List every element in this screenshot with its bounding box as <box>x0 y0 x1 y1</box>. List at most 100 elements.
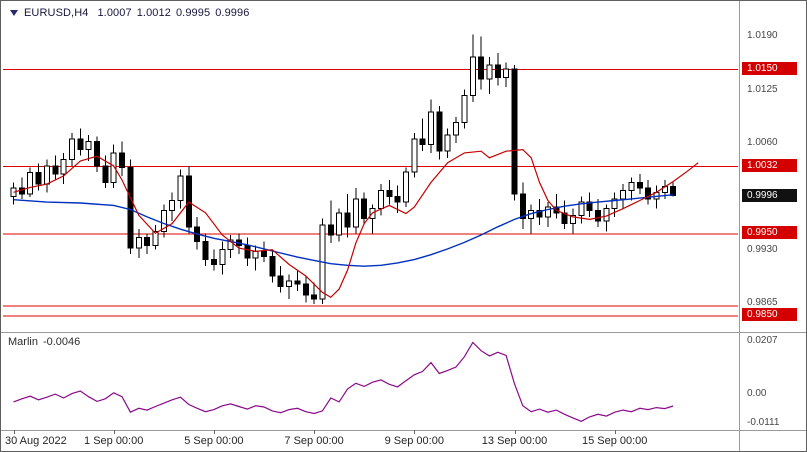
candle-body <box>586 201 593 211</box>
candle-body <box>219 249 226 266</box>
candle-body <box>361 198 368 220</box>
candle-body <box>628 181 635 192</box>
indicator-name: Marlin <box>8 336 38 348</box>
candle-body <box>444 134 451 152</box>
candle-body <box>202 241 209 261</box>
candle-body <box>160 209 167 233</box>
candle-body <box>377 190 384 210</box>
time-tick <box>314 430 316 434</box>
time-label: 13 Sep 00:00 <box>481 435 548 447</box>
candle-body <box>419 138 426 146</box>
indicator-value: -0.0046 <box>42 336 81 348</box>
candle-body <box>302 283 309 296</box>
chart-header: EURUSD,H4 1.0007 1.0012 0.9995 0.9996 <box>10 7 254 19</box>
ohlc-low: 0.9995 <box>175 7 211 19</box>
price-tick-label: 1.0060 <box>747 137 778 149</box>
candle-body <box>636 181 643 189</box>
time-tick <box>614 430 616 434</box>
time-axis[interactable]: 30 Aug 2022 1 Sep 00:00 5 Sep 00:00 7 Sep 0… <box>1 430 739 451</box>
candle-body <box>645 187 652 200</box>
candle-body <box>436 111 443 152</box>
price-axis-divider <box>739 1 740 451</box>
candle-body <box>77 138 84 151</box>
price-tick-label: 0.9930 <box>747 243 778 255</box>
candle-body <box>177 175 184 201</box>
candle-body <box>544 206 551 218</box>
indicator-tick-label: 0.0207 <box>747 334 778 346</box>
candle-body <box>486 64 493 80</box>
symbol-marker-icon <box>10 10 18 16</box>
candle-body <box>68 138 75 160</box>
time-label: 7 Sep 00:00 <box>284 435 344 447</box>
candle-body <box>394 195 401 203</box>
candle-body <box>536 209 543 218</box>
candle-body <box>35 172 42 185</box>
candle-body <box>144 236 151 247</box>
indicator-tick-label: -0.0111 <box>747 416 780 428</box>
candle-body <box>428 111 434 146</box>
candle-body <box>244 245 251 259</box>
time-tick <box>514 430 516 434</box>
current-price-badge: 0.9996 <box>742 188 797 202</box>
candle-body <box>152 231 159 247</box>
candle-body <box>277 275 284 288</box>
time-label: 30 Aug 2022 <box>5 435 67 447</box>
ohlc-open: 1.0007 <box>97 7 132 19</box>
time-label: 5 Sep 00:00 <box>184 435 244 447</box>
price-axis[interactable]: 1.0190 1.0125 1.0060 0.9930 0.9865 1.0150 1.00… <box>739 1 806 451</box>
candle-body <box>27 172 34 195</box>
candle-body <box>185 175 192 228</box>
time-label: 15 Sep 00:00 <box>581 435 648 447</box>
candle-body <box>261 250 267 257</box>
candle-body <box>294 280 301 285</box>
time-label: 1 Sep 00:00 <box>84 435 144 447</box>
candle-body <box>210 259 217 266</box>
time-label: 9 Sep 00:00 <box>384 435 444 447</box>
candle-body <box>386 190 393 197</box>
price-tick-label: 0.9865 <box>747 297 778 309</box>
candle-body <box>620 190 627 200</box>
candle-body <box>110 152 117 183</box>
candle-body <box>60 158 67 175</box>
price-level-badge: 1.0032 <box>742 159 797 173</box>
time-tick <box>414 430 416 434</box>
candle-body <box>311 294 318 300</box>
candle-body <box>52 165 59 175</box>
price-tick-label: 1.0190 <box>747 30 778 42</box>
price-level-badge: 0.9950 <box>742 226 797 240</box>
candle-body <box>85 140 92 151</box>
indicator-tick-label: 0.00 <box>747 388 767 400</box>
candle-body <box>595 209 601 222</box>
candle-body <box>453 122 460 136</box>
candle-body <box>269 255 276 277</box>
candle-body <box>670 186 677 197</box>
candlesticks <box>10 34 677 304</box>
candle-body <box>569 214 576 224</box>
candle-body <box>102 165 109 183</box>
time-tick <box>13 430 15 434</box>
candle-body <box>352 198 359 228</box>
candle-body <box>578 201 585 216</box>
candle-body <box>461 94 468 124</box>
price-tick-label: 1.0125 <box>747 83 778 95</box>
candle-body <box>169 199 176 211</box>
main-indicator-divider <box>1 332 806 333</box>
candle-body <box>43 165 50 185</box>
candle-body <box>94 140 100 167</box>
candle-body <box>127 167 134 249</box>
support-resistance-lines <box>3 69 738 317</box>
candle-body <box>511 68 518 195</box>
candle-body <box>327 224 334 236</box>
candle-body <box>519 193 526 220</box>
price-level-badge: 0.9850 <box>742 308 797 322</box>
candle-body <box>402 171 409 203</box>
candle-body <box>494 64 501 78</box>
candle-body <box>469 56 476 96</box>
blue-ma-line <box>13 194 674 267</box>
red-ma-line <box>13 148 699 299</box>
candle-body <box>135 236 142 249</box>
price-level-badge: 1.0150 <box>742 62 797 76</box>
ohlc-high: 1.0012 <box>136 7 171 19</box>
